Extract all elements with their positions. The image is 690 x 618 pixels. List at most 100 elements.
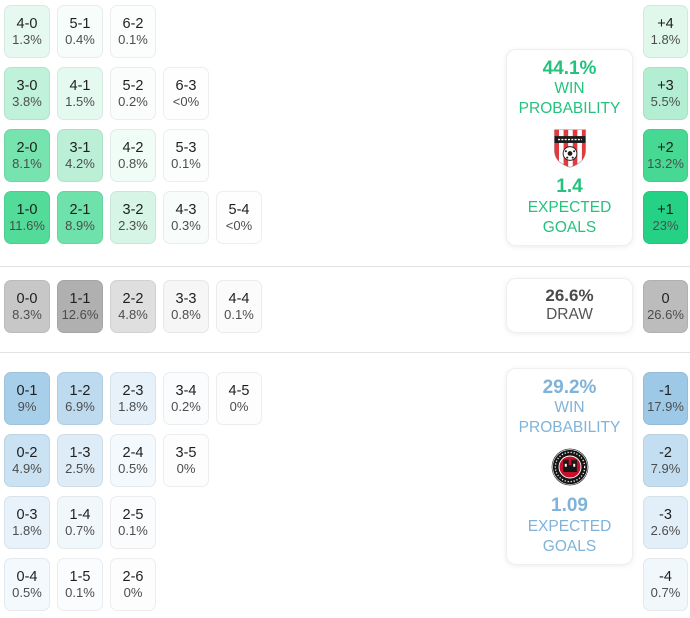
score-label: 0-1 (16, 382, 38, 399)
score-probability: 0% (123, 585, 143, 601)
score-probability: 1.8% (118, 399, 148, 415)
home-score-row-3: 2-0 8.1% 3-1 4.2% 4-2 0.8% 5-3 0.1% (4, 129, 209, 182)
score-label: 2-1 (69, 201, 91, 218)
home-score-row-4: 1-0 11.6% 2-1 8.9% 3-2 2.3% 4-3 0.3% 5-4 <0% (4, 191, 262, 244)
margin-label: +4 (657, 15, 674, 32)
score-label: 5-1 (69, 15, 91, 32)
margin-probability: 13.2% (647, 156, 684, 172)
margin-label: -3 (659, 506, 672, 523)
away-score-row-4: 0-4 0.5% 1-5 0.1% 2-6 0% (4, 558, 156, 611)
cell-5-3: 5-3 0.1% (163, 129, 209, 182)
margin-cell-minus-1: -1 17.9% (643, 372, 688, 425)
score-label: 2-0 (16, 139, 38, 156)
margin-probability: 7.9% (650, 461, 681, 477)
score-probability: <0% (225, 218, 253, 234)
score-probability: 0.2% (171, 399, 201, 415)
cell-3-4: 3-4 0.2% (163, 372, 209, 425)
margin-cell-plus-3: +3 5.5% (643, 67, 688, 120)
margin-probability: 26.6% (647, 307, 684, 323)
score-label: 3-3 (175, 290, 197, 307)
away-score-row-2: 0-2 4.9% 1-3 2.5% 2-4 0.5% 3-5 0% (4, 434, 209, 487)
score-probability: 12.6% (61, 307, 99, 323)
score-probability: 9% (17, 399, 37, 415)
score-probability: 0.1% (118, 523, 148, 539)
score-label: 0-2 (16, 444, 38, 461)
score-label: 3-1 (69, 139, 91, 156)
score-probability: 0.1% (118, 32, 148, 48)
margin-label: +1 (657, 201, 674, 218)
score-label: 0-3 (16, 506, 38, 523)
score-probability: 4.8% (118, 307, 148, 323)
cell-5-1: 5-1 0.4% (57, 5, 103, 58)
score-label: 2-2 (122, 290, 144, 307)
bohemians-fc-crest-icon (548, 445, 592, 489)
margin-cell-plus-2: +2 13.2% (643, 129, 688, 182)
cell-5-4: 5-4 <0% (216, 191, 262, 244)
score-label: 1-2 (69, 382, 91, 399)
cell-0-2: 0-2 4.9% (4, 434, 50, 487)
score-label: 6-2 (122, 15, 144, 32)
home-score-row-1: 4-0 1.3% 5-1 0.4% 6-2 0.1% (4, 5, 156, 58)
score-probability: 3.8% (12, 94, 42, 110)
score-probability: 0.5% (12, 585, 42, 601)
score-probability: 6.9% (65, 399, 95, 415)
home-score-row-2: 3-0 3.8% 4-1 1.5% 5-2 0.2% 6-3 <0% (4, 67, 209, 120)
score-probability: 0.1% (171, 156, 201, 172)
score-label: 1-5 (69, 568, 91, 585)
margin-probability: 2.6% (650, 523, 681, 539)
score-label: 1-3 (69, 444, 91, 461)
score-label: 4-0 (16, 15, 38, 32)
score-label: 3-2 (122, 201, 144, 218)
cell-4-4: 4-4 0.1% (216, 280, 262, 333)
score-probability: 0.4% (65, 32, 95, 48)
draw-probability: 26.6% (545, 285, 594, 305)
margin-cell-plus-4: +4 1.8% (643, 5, 688, 58)
score-label: 2-4 (122, 444, 144, 461)
home-win-probability: 44.1% (542, 57, 597, 79)
cell-3-3: 3-3 0.8% (163, 280, 209, 333)
score-label: 1-1 (69, 290, 91, 307)
margin-label: +2 (657, 139, 674, 156)
cell-3-5: 3-5 0% (163, 434, 209, 487)
score-label: 4-5 (228, 382, 250, 399)
cell-1-4: 1-4 0.7% (57, 496, 103, 549)
score-probability: 1.3% (12, 32, 42, 48)
cell-1-1: 1-1 12.6% (57, 280, 103, 333)
score-probability: 8.1% (12, 156, 42, 172)
score-label: 4-1 (69, 77, 91, 94)
section-divider (0, 352, 690, 353)
away-win-probability: 29.2% (542, 376, 597, 398)
score-label: 3-0 (16, 77, 38, 94)
cell-2-2: 2-2 4.8% (110, 280, 156, 333)
margin-label: -2 (659, 444, 672, 461)
score-label: 1-4 (69, 506, 91, 523)
score-label: 4-4 (228, 290, 250, 307)
cell-2-1: 2-1 8.9% (57, 191, 103, 244)
cell-2-3: 2-3 1.8% (110, 372, 156, 425)
home-expected-goals: 1.4 (556, 176, 583, 197)
home-win-panel: 44.1% WIN PROBABILITY (506, 49, 633, 246)
expected-goals-label: EXPECTED GOALS (527, 198, 612, 236)
score-probability: 2.5% (65, 461, 95, 477)
score-probability: 11.6% (9, 218, 45, 234)
score-probability: 0% (229, 399, 249, 415)
cell-4-5: 4-5 0% (216, 372, 262, 425)
win-probability-label: WIN PROBABILITY (518, 80, 621, 118)
margin-probability: 23% (652, 218, 679, 234)
score-label: 2-3 (122, 382, 144, 399)
margin-label: +3 (657, 77, 674, 94)
score-probability: 0.1% (224, 307, 254, 323)
expected-goals-label: EXPECTED GOALS (527, 517, 612, 555)
score-probability: 4.9% (12, 461, 42, 477)
margin-cell-minus-4: -4 0.7% (643, 558, 688, 611)
cell-2-4: 2-4 0.5% (110, 434, 156, 487)
margin-cell-zero: 0 26.6% (643, 280, 688, 333)
score-label: 2-5 (122, 506, 144, 523)
cell-0-4: 0-4 0.5% (4, 558, 50, 611)
margin-probability: 17.9% (647, 399, 684, 415)
score-probability: 1.8% (12, 523, 42, 539)
cell-6-3: 6-3 <0% (163, 67, 209, 120)
score-label: 1-0 (16, 201, 38, 218)
margin-probability: 5.5% (650, 94, 681, 110)
